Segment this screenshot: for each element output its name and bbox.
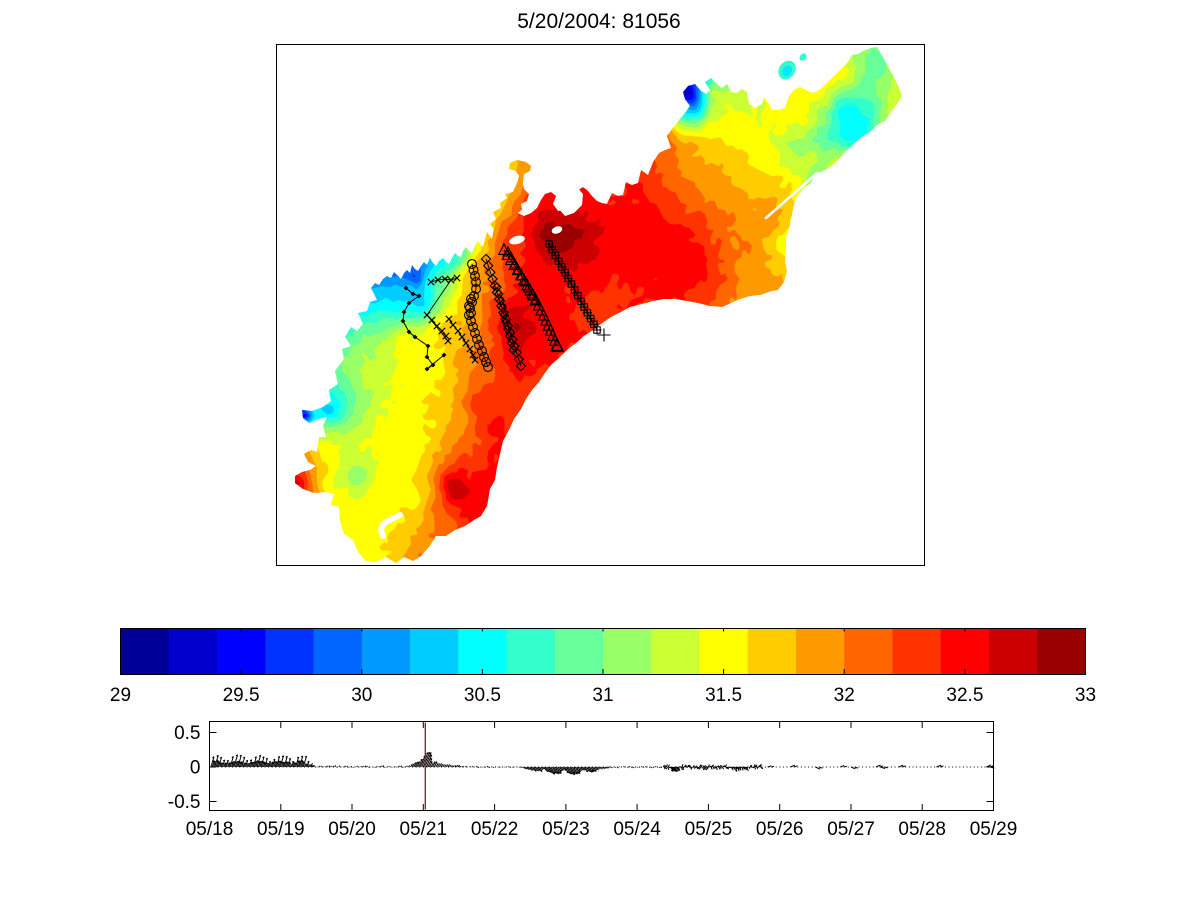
svg-text:05/22: 05/22 xyxy=(471,819,519,840)
svg-text:32.5: 32.5 xyxy=(946,685,983,706)
svg-text:05/20: 05/20 xyxy=(328,819,376,840)
svg-text:29.5: 29.5 xyxy=(223,685,260,706)
svg-text:32: 32 xyxy=(834,685,855,706)
svg-text:30.5: 30.5 xyxy=(464,685,501,706)
svg-text:33: 33 xyxy=(1075,685,1096,706)
svg-text:05/21: 05/21 xyxy=(400,819,448,840)
svg-text:31.5: 31.5 xyxy=(705,685,742,706)
svg-text:31: 31 xyxy=(592,685,613,706)
svg-text:05/24: 05/24 xyxy=(613,819,661,840)
svg-text:05/25: 05/25 xyxy=(685,819,733,840)
svg-text:05/28: 05/28 xyxy=(898,819,946,840)
svg-text:05/23: 05/23 xyxy=(542,819,590,840)
svg-text:5/20/2004: 81056: 5/20/2004: 81056 xyxy=(517,10,681,33)
svg-text:05/29: 05/29 xyxy=(970,819,1018,840)
svg-text:0: 0 xyxy=(190,758,201,779)
svg-text:0.5: 0.5 xyxy=(174,723,200,744)
svg-text:05/26: 05/26 xyxy=(756,819,804,840)
svg-text:-0.5: -0.5 xyxy=(168,792,201,813)
svg-text:05/27: 05/27 xyxy=(827,819,875,840)
svg-text:30: 30 xyxy=(351,685,372,706)
svg-text:05/19: 05/19 xyxy=(257,819,305,840)
svg-text:05/18: 05/18 xyxy=(186,819,234,840)
svg-text:29: 29 xyxy=(110,685,131,706)
